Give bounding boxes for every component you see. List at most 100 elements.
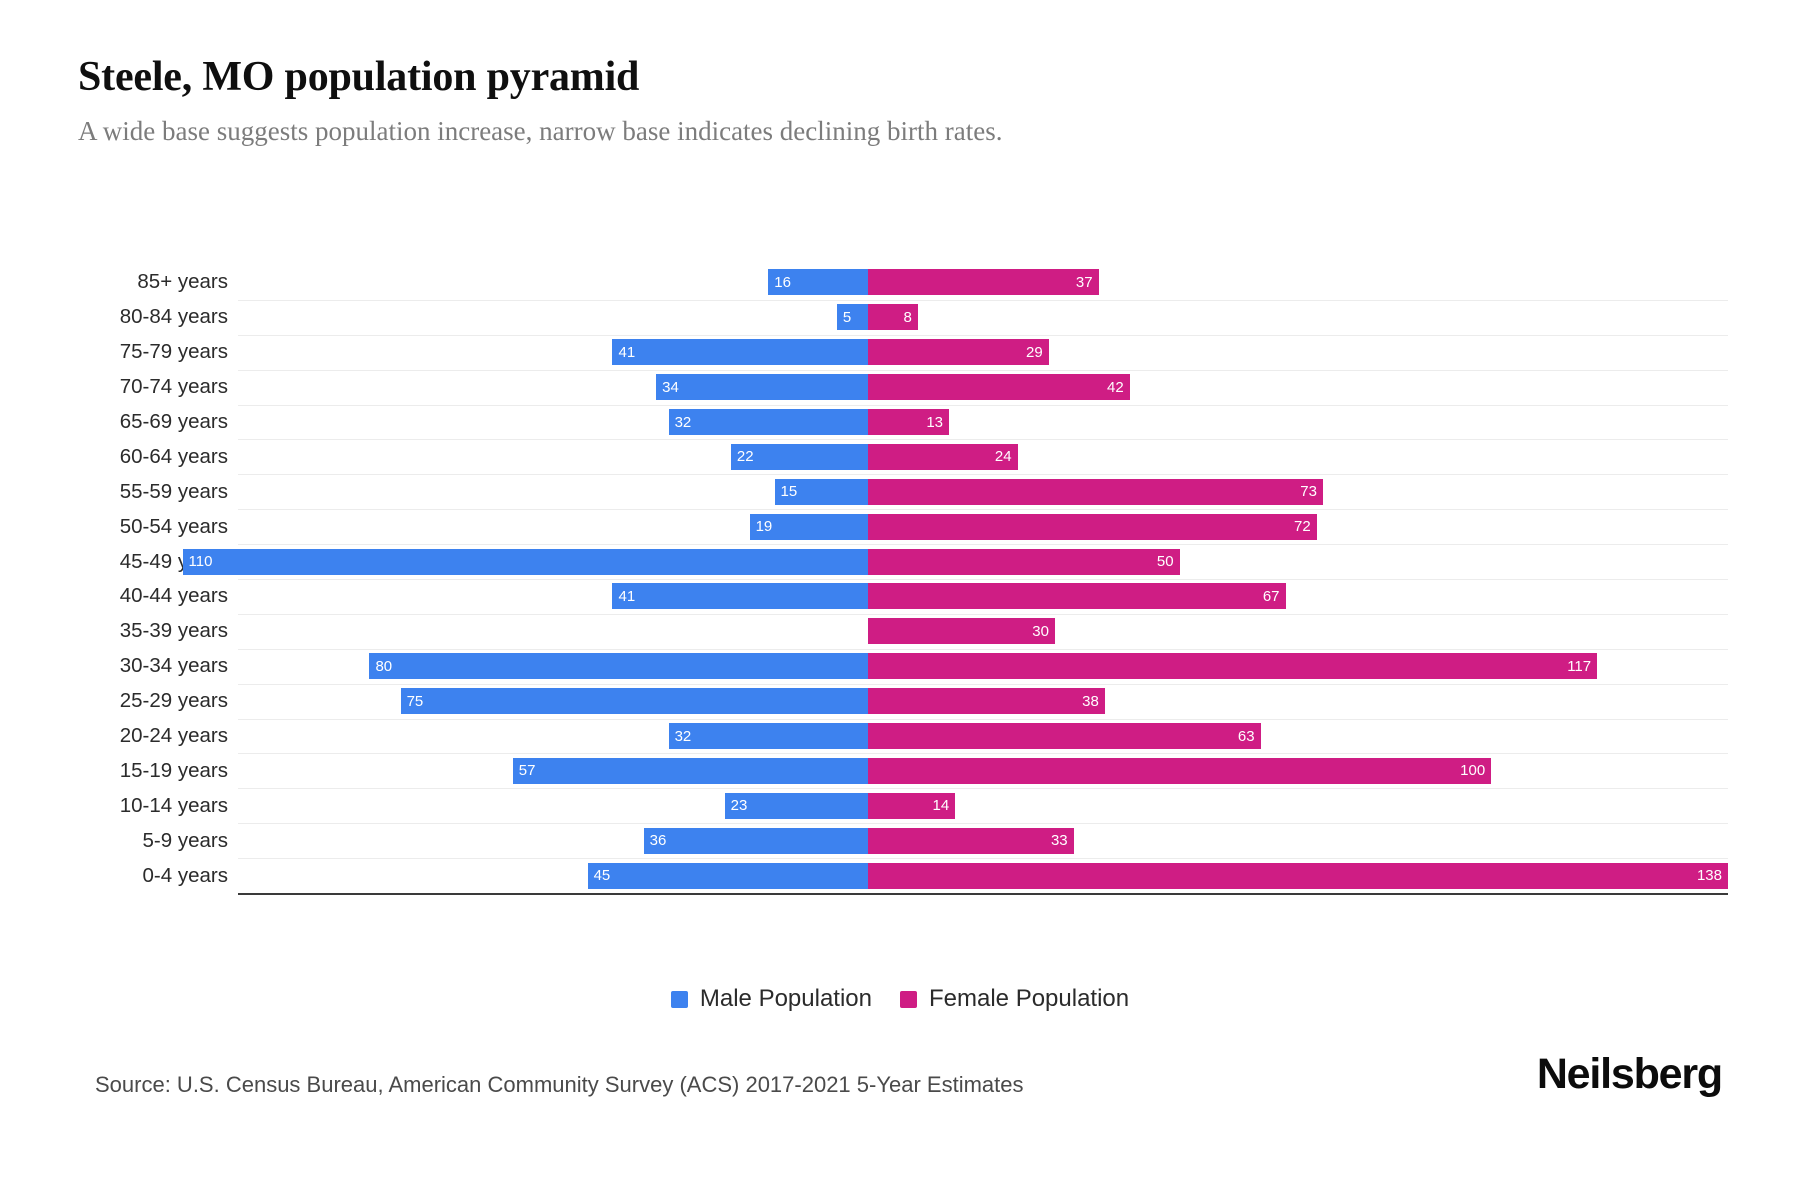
gridline (238, 299, 1728, 301)
bar-male[interactable]: 41 (612, 583, 868, 610)
bar-value-label-male: 32 (674, 413, 692, 431)
gridline (238, 683, 1728, 685)
bar-value-label-female: 29 (1026, 343, 1043, 361)
gridline (238, 648, 1728, 650)
pyramid-row: 32 63 (238, 723, 1728, 749)
bar-value-label-male: 41 (618, 343, 636, 361)
bar-female[interactable]: 33 (868, 827, 1074, 854)
bar-value-label-female: 38 (1082, 692, 1099, 710)
y-axis-tick-label: 15-19 years (119, 758, 228, 782)
source-note: Source: U.S. Census Bureau, American Com… (95, 1072, 1024, 1097)
bar-female[interactable]: 100 (868, 757, 1492, 784)
legend-item-male[interactable]: Male Population (670, 985, 872, 1013)
pyramid-row: 15 73 (238, 478, 1728, 505)
bar-male[interactable]: 110 (182, 548, 868, 575)
legend-item-female[interactable]: Female Population (900, 985, 1129, 1013)
bar-female[interactable]: 8 (868, 304, 918, 331)
bar-value-label-male: 57 (518, 762, 536, 780)
bar-male[interactable]: 32 (668, 409, 868, 435)
bar-male[interactable]: 19 (749, 513, 868, 540)
bar-value-label-female: 37 (1075, 273, 1093, 291)
bar-male[interactable]: 23 (724, 792, 868, 819)
gridline (238, 718, 1728, 720)
bar-value-label-female: 30 (1032, 622, 1049, 640)
gridline (238, 404, 1728, 406)
y-axis-tick-label: 10-14 years (119, 793, 228, 817)
gridline (238, 544, 1728, 546)
legend-label: Female Population (929, 985, 1130, 1012)
pyramid-row: 30 (238, 618, 1728, 645)
bar-value-label-male: 22 (736, 448, 754, 466)
square-swatch-icon (670, 990, 688, 1008)
bar-value-label-female: 8 (903, 308, 912, 326)
bar-female[interactable]: 72 (868, 513, 1317, 540)
bar-female[interactable]: 50 (868, 548, 1180, 575)
bar-value-label-male: 45 (593, 867, 611, 885)
bar-value-label-female: 42 (1107, 378, 1124, 396)
gridline (238, 474, 1728, 476)
bar-value-label-male: 32 (674, 727, 692, 745)
pyramid-row: 57 100 (238, 757, 1728, 784)
bar-value-label-female: 33 (1050, 832, 1068, 850)
pyramid-row: 75 38 (238, 688, 1728, 715)
bar-male[interactable]: 5 (836, 304, 868, 331)
bar-male[interactable]: 36 (643, 827, 868, 854)
bar-male[interactable]: 45 (587, 862, 868, 889)
bar-female[interactable]: 30 (868, 618, 1055, 645)
bar-female[interactable]: 37 (868, 269, 1099, 296)
y-axis-tick-label: 85+ years (137, 270, 228, 294)
chart-legend: Male Population Female Population (0, 985, 1800, 1013)
y-axis-tick-label: 35-39 years (119, 619, 228, 643)
bar-male[interactable]: 16 (768, 269, 868, 296)
y-axis-tick-label: 5-9 years (142, 828, 228, 852)
bar-value-label-female: 117 (1567, 657, 1592, 675)
bar-female[interactable]: 67 (868, 583, 1286, 610)
bar-female[interactable]: 29 (868, 339, 1049, 366)
bar-value-label-male: 15 (780, 483, 798, 501)
y-axis-tick-label: 0-4 years (142, 863, 228, 887)
bar-male[interactable]: 22 (730, 443, 868, 470)
bar-value-label-male: 34 (662, 378, 679, 396)
bar-female[interactable]: 42 (868, 374, 1130, 401)
gridline (238, 858, 1728, 860)
bar-female[interactable]: 13 (868, 409, 949, 435)
bar-female[interactable]: 38 (868, 688, 1105, 715)
bar-value-label-male: 19 (755, 518, 773, 536)
square-swatch-icon (900, 990, 917, 1008)
gridline (238, 753, 1728, 755)
bar-male[interactable]: 15 (774, 478, 868, 505)
pyramid-row: 34 42 (238, 374, 1728, 401)
bar-value-label-male: 80 (375, 657, 393, 675)
bar-male[interactable]: 80 (369, 653, 868, 680)
bar-value-label-female: 67 (1262, 587, 1280, 605)
pyramid-row: 22 24 (238, 443, 1728, 470)
pyramid-row: 110 50 (182, 548, 1728, 575)
bar-female[interactable]: 73 (868, 478, 1323, 505)
bar-male[interactable]: 41 (612, 339, 868, 366)
pyramid-row: 23 14 (238, 792, 1728, 819)
y-axis-tick-label: 65-69 years (119, 410, 228, 433)
y-axis-tick-label: 50-54 years (119, 514, 228, 538)
plot-area: 85+ years 80-84 years 75-79 years 70-74 yea… (78, 265, 1728, 915)
bar-value-label-female: 138 (1696, 867, 1722, 885)
bar-female[interactable]: 138 (868, 862, 1728, 889)
bar-female[interactable]: 24 (868, 443, 1018, 470)
bars-area: 16 37 5 8 41 29 34 42 32 13 22 24 15 73 19 72 110 50 41 67 3… (182, 265, 1728, 895)
y-axis-tick-label: 80-84 years (119, 305, 228, 329)
bar-value-label-female: 14 (932, 797, 950, 815)
x-axis-baseline (238, 893, 1728, 895)
bar-male[interactable]: 57 (512, 757, 868, 784)
bar-value-label-male: 41 (618, 587, 636, 605)
bar-value-label-male: 36 (649, 832, 667, 850)
bar-female[interactable]: 14 (868, 792, 956, 819)
bar-male[interactable]: 34 (656, 374, 868, 401)
gridline (238, 613, 1728, 615)
pyramid-row: 41 29 (238, 339, 1728, 366)
bar-female[interactable]: 117 (868, 653, 1598, 680)
bar-male[interactable]: 75 (400, 688, 868, 715)
bar-female[interactable]: 63 (868, 723, 1261, 749)
bar-value-label-female: 72 (1294, 518, 1311, 536)
y-axis-tick-label: 75-79 years (119, 340, 228, 364)
bar-male[interactable]: 32 (668, 723, 868, 749)
